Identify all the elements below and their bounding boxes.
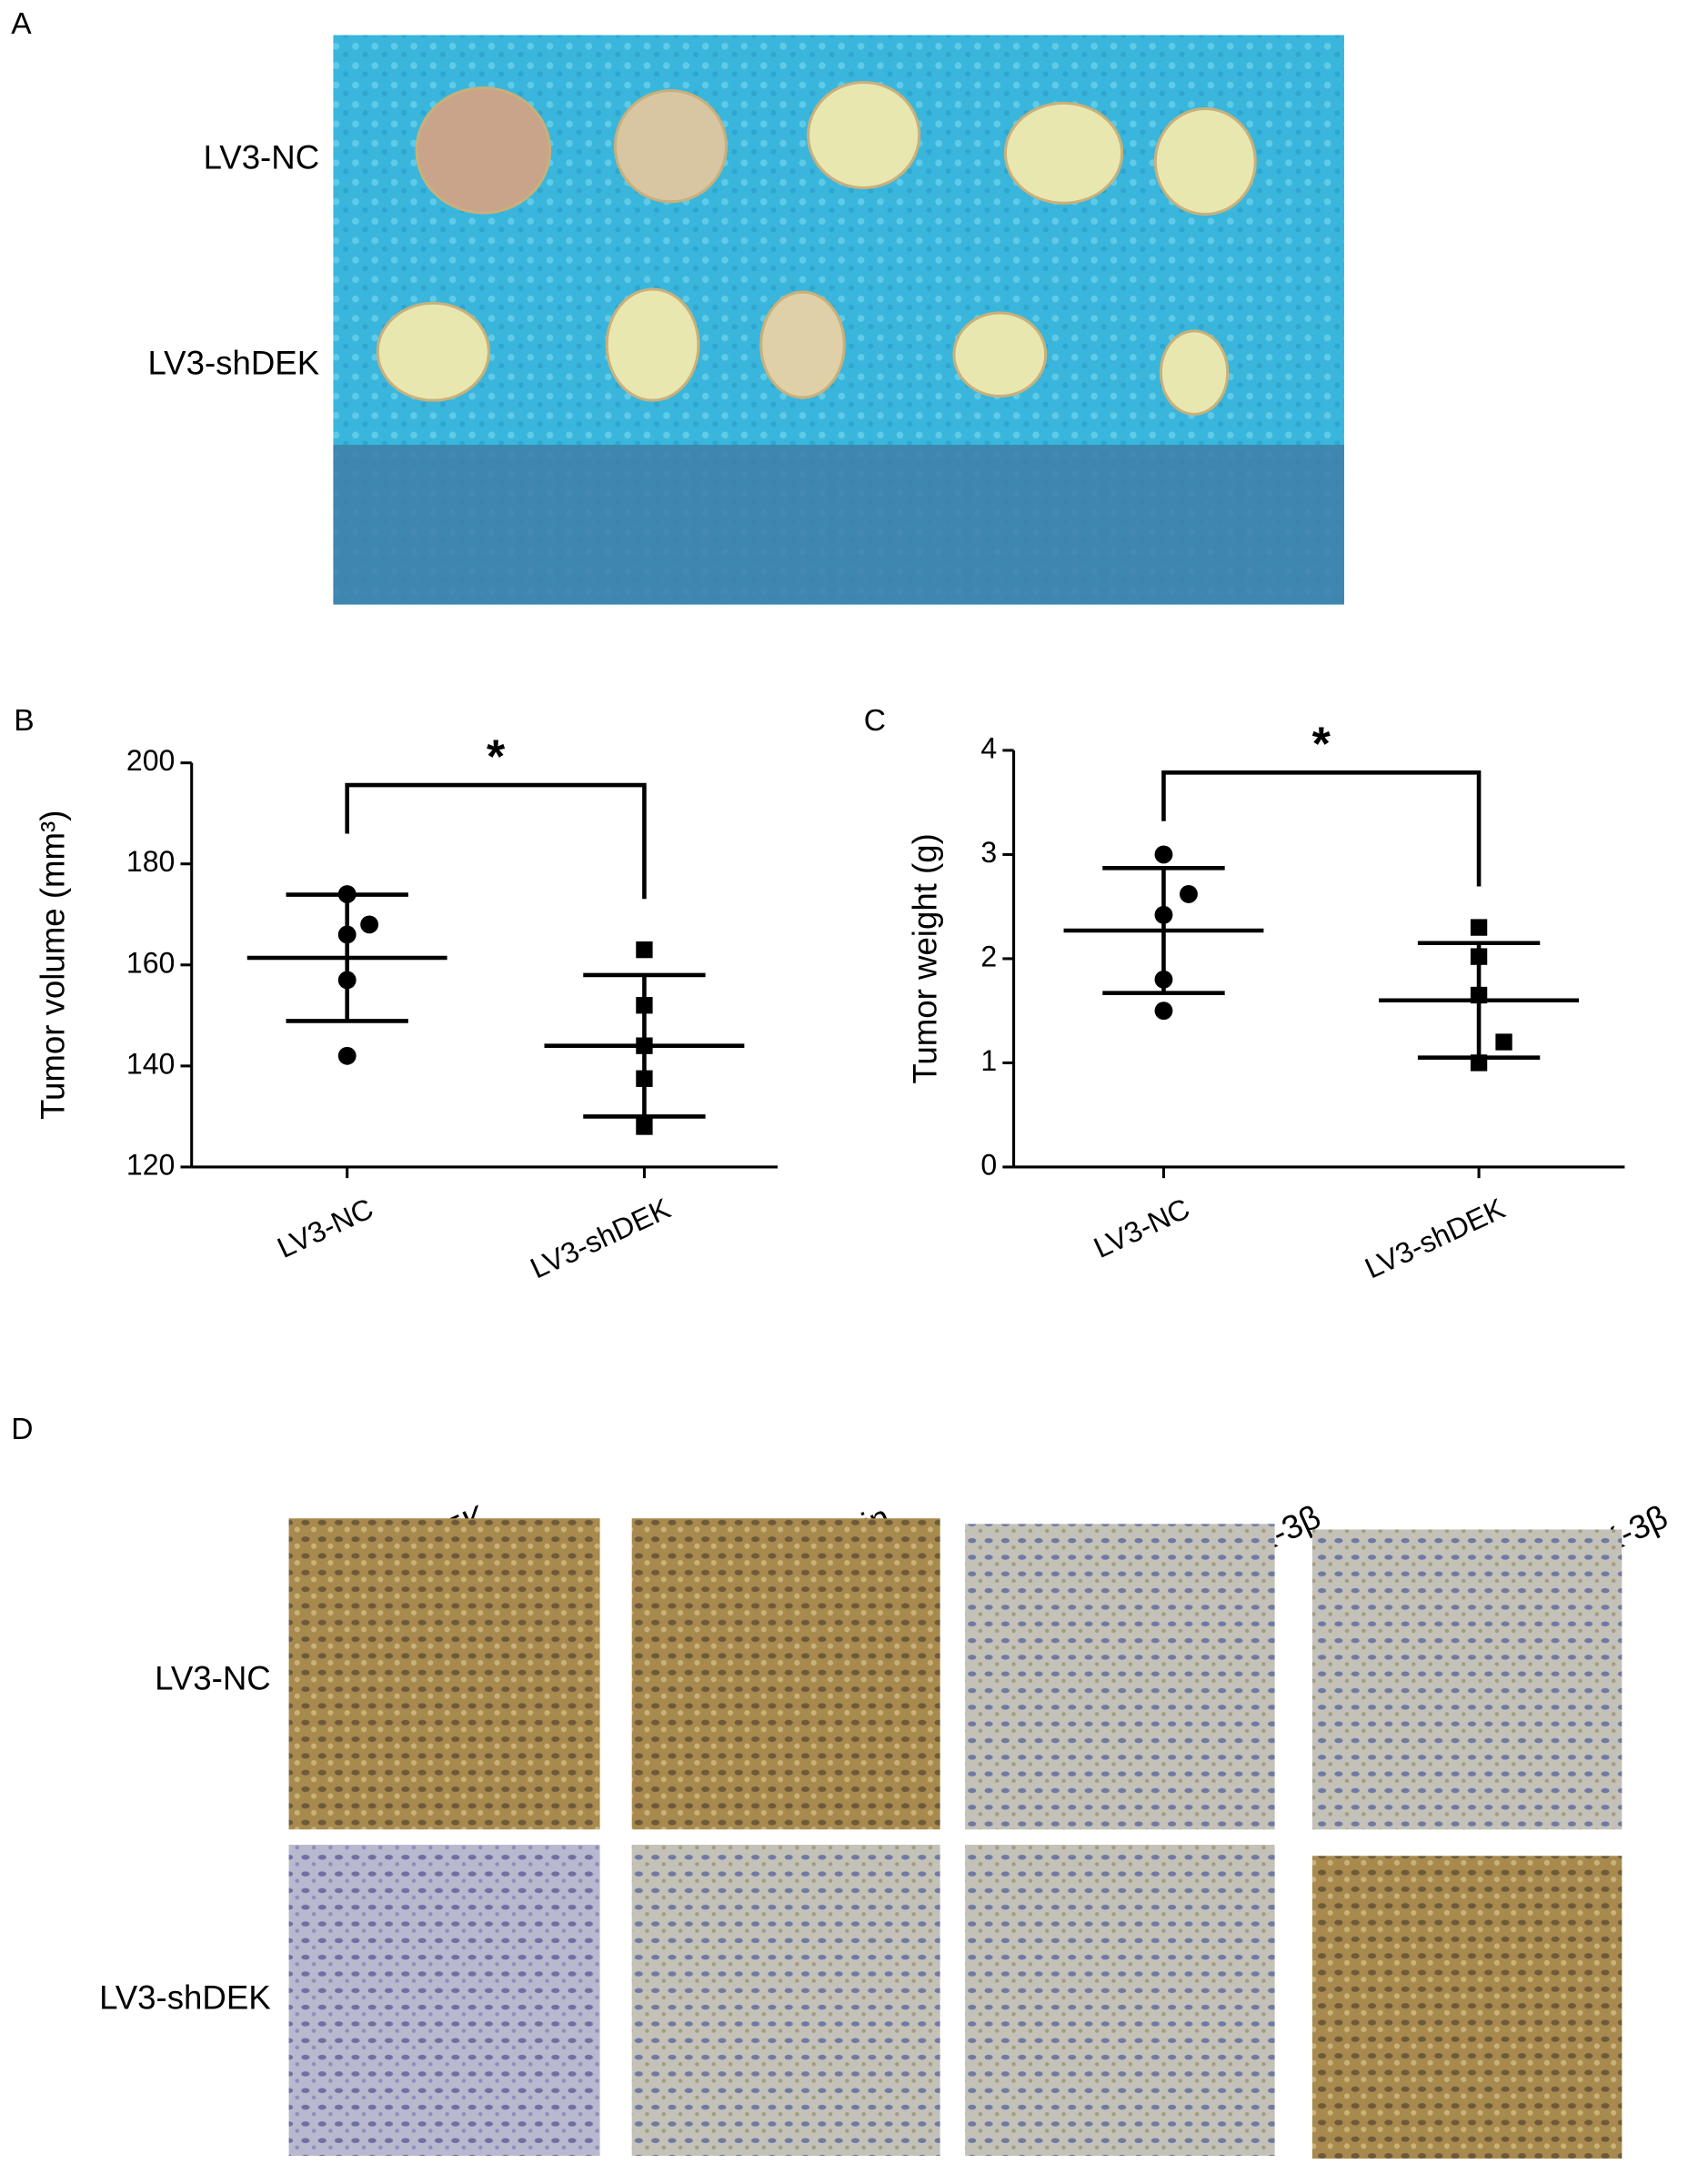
row-label: LV3-NC <box>155 1660 271 1697</box>
y-axis-title: Tumor volume (mm³) <box>35 810 72 1120</box>
ihc-image <box>631 1518 940 1830</box>
ihc-image <box>631 1845 940 2157</box>
data-point <box>636 941 653 959</box>
data-point <box>1470 948 1488 965</box>
y-tick-label: 120 <box>126 1148 175 1181</box>
data-point <box>337 1046 357 1065</box>
panel-label: B <box>14 704 34 738</box>
ihc-image <box>1311 1856 1623 2159</box>
y-tick-label: 3 <box>980 836 997 869</box>
panel-label: C <box>864 704 886 738</box>
data-point <box>337 971 357 990</box>
tumors <box>376 80 1257 416</box>
significance-mark: * <box>487 730 506 783</box>
ihc-image <box>288 1518 600 1830</box>
data-point <box>360 915 379 934</box>
data-point <box>1154 905 1173 924</box>
data-point <box>1470 1054 1488 1072</box>
data-point <box>337 925 357 944</box>
ihc-image <box>965 1524 1275 1830</box>
y-tick-label: 4 <box>980 731 997 764</box>
y-tick-label: 200 <box>126 744 175 777</box>
chart: B Tumor volume (mm³) 120 140 160 180 200 LV3-NC… <box>14 704 779 1285</box>
panel-a: A LV3-NC LV3-shDEK <box>11 7 1344 605</box>
data-point <box>1180 885 1198 903</box>
y-tick-label: 160 <box>126 946 175 979</box>
y-tick-label: 1 <box>980 1044 997 1077</box>
significance-mark: * <box>1312 719 1331 771</box>
y-tick-label: 180 <box>126 845 175 878</box>
x-tick-label: LV3-shDEK <box>526 1192 676 1285</box>
data-point <box>1154 970 1173 989</box>
panel-label: D <box>11 1413 33 1446</box>
ihc-image <box>288 1845 600 2157</box>
significance-bracket <box>1161 770 1482 887</box>
data-point <box>636 1070 653 1087</box>
row-label: LV3-shDEK <box>99 1979 271 2017</box>
data-point <box>337 885 357 903</box>
data-point <box>636 997 653 1014</box>
significance-bracket <box>345 782 647 900</box>
ihc-image <box>1311 1529 1623 1830</box>
data-point <box>1154 845 1173 864</box>
row-label: LV3-shDEK <box>148 345 320 382</box>
row-label: LV3-NC <box>204 139 320 176</box>
y-tick-label: 0 <box>980 1148 997 1181</box>
x-tick-label: LV3-NC <box>1089 1192 1194 1264</box>
data-point <box>1495 1033 1512 1051</box>
chart: C Tumor weight (g) 0 1 2 3 4 LV3-NC LV3-shDEK * <box>864 704 1625 1285</box>
y-tick-label: 140 <box>126 1047 175 1080</box>
data-point <box>636 1118 653 1135</box>
y-axis-title: Tumor weight (g) <box>907 833 944 1083</box>
y-tick-label: 2 <box>980 940 997 972</box>
x-tick-label: LV3-NC <box>272 1192 377 1264</box>
x-tick-label: LV3-shDEK <box>1360 1192 1510 1285</box>
data-point <box>1470 919 1488 936</box>
panel-d: D DEK β-catenin p-Ser9-GSK-3β p-Tyr216-G… <box>11 1413 1673 2159</box>
data-point <box>1154 1001 1173 1021</box>
data-point <box>636 1037 653 1054</box>
data-point <box>1470 986 1488 1004</box>
panel-label: A <box>11 7 32 41</box>
ruler <box>333 444 1344 605</box>
ihc-image <box>965 1845 1275 2157</box>
